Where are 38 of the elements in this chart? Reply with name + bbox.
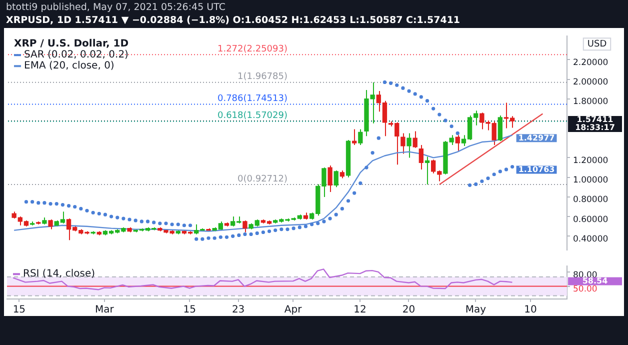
candlestick — [424, 156, 430, 185]
y-tick-label: 1.20000 — [573, 156, 608, 166]
ref-line-label: 1.272(2.25093) — [217, 44, 288, 54]
x-tick-label: 23 — [232, 304, 245, 316]
y-axis-title: USD — [587, 39, 607, 50]
y-tick-label: 50.00 — [573, 284, 598, 295]
annotation: 18:33:17 — [575, 123, 615, 132]
x-tick-label: 12 — [354, 304, 366, 316]
ref-line-label: 1(1.96785) — [238, 72, 288, 82]
chart-title: XRP / U.S. Dollar, 1D — [14, 38, 129, 50]
legend-label: RSI (14, close) — [23, 268, 96, 280]
ref-line-label: 0(0.92712) — [238, 174, 288, 184]
candlestick — [406, 132, 412, 158]
legend-label: SAR (0.02, 0.02, 0.2) — [24, 50, 129, 61]
x-tick-label: 20 — [402, 304, 416, 316]
text: XRPUSD, 1D 1.57411 ▼ −0.02884 (−1.8%) O:1.60452 H:1.62453 L:1.50587 C:1.57411 — [6, 14, 460, 27]
y-tick-label: 0.60000 — [573, 214, 608, 225]
data-label: 1.42977 — [518, 133, 555, 142]
y-tick-label: 1.00000 — [573, 176, 608, 186]
y-tick-label: 1.80000 — [573, 97, 608, 108]
x-tick-label: May — [465, 304, 486, 316]
legend-label: EMA (20, close, 0) — [24, 60, 114, 72]
x-tick-label: 15 — [183, 304, 196, 316]
x-tick-label: 10 — [524, 304, 537, 316]
y-tick-label: 0.80000 — [573, 195, 608, 206]
text: btotti9 published, May 07, 2021 05:26:45 UTC — [6, 1, 226, 14]
candlestick — [352, 128, 357, 146]
ref-line-label: 0.786(1.74513) — [217, 94, 288, 104]
data-label: 1.10763 — [518, 164, 555, 174]
x-tick-label: Apr — [284, 304, 303, 316]
x-tick-label: Mar — [94, 304, 115, 316]
y-tick-label: 0.40000 — [573, 234, 608, 244]
annotation: 1.57411 — [576, 115, 614, 124]
ref-line-label: 0.618(1.57029) — [217, 111, 288, 122]
x-tick-label: 15 — [12, 304, 26, 316]
y-tick-label: 2.20000 — [573, 58, 608, 68]
y-tick-label: 2.00000 — [573, 77, 608, 88]
candlestick — [455, 134, 460, 152]
